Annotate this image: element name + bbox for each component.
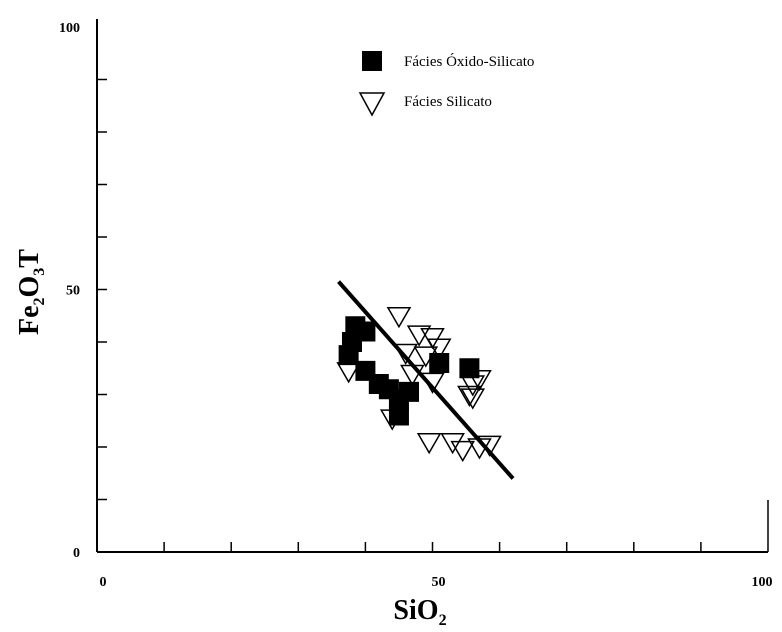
data-point-square bbox=[355, 322, 375, 342]
legend-marker-square bbox=[362, 51, 382, 71]
legend: Fácies Óxido-Silicato Fácies Silicato bbox=[360, 51, 534, 115]
data-point-triangle bbox=[388, 308, 410, 327]
data-point-triangle bbox=[452, 442, 474, 461]
legend-marker-triangle bbox=[360, 93, 384, 115]
legend-label-silicato: Fácies Silicato bbox=[404, 94, 492, 110]
data-point-triangle bbox=[418, 434, 440, 453]
data-point-square bbox=[399, 382, 419, 402]
axis-ticks bbox=[97, 80, 701, 553]
x-tick-label: 100 bbox=[752, 575, 773, 590]
data-point-triangle bbox=[422, 329, 444, 348]
y-tick-label: 100 bbox=[59, 21, 80, 36]
y-tick-label: 50 bbox=[66, 284, 80, 299]
x-tick-label: 0 bbox=[100, 575, 107, 590]
y-tick-label: 0 bbox=[73, 546, 80, 561]
legend-label-oxido-silicato: Fácies Óxido-Silicato bbox=[404, 53, 534, 70]
y-axis-title: Fe2O3T bbox=[14, 249, 48, 335]
x-tick-label: 50 bbox=[432, 575, 446, 590]
x-axis-title: SiO2 bbox=[393, 595, 446, 629]
series-oxido-silicato bbox=[339, 316, 480, 425]
